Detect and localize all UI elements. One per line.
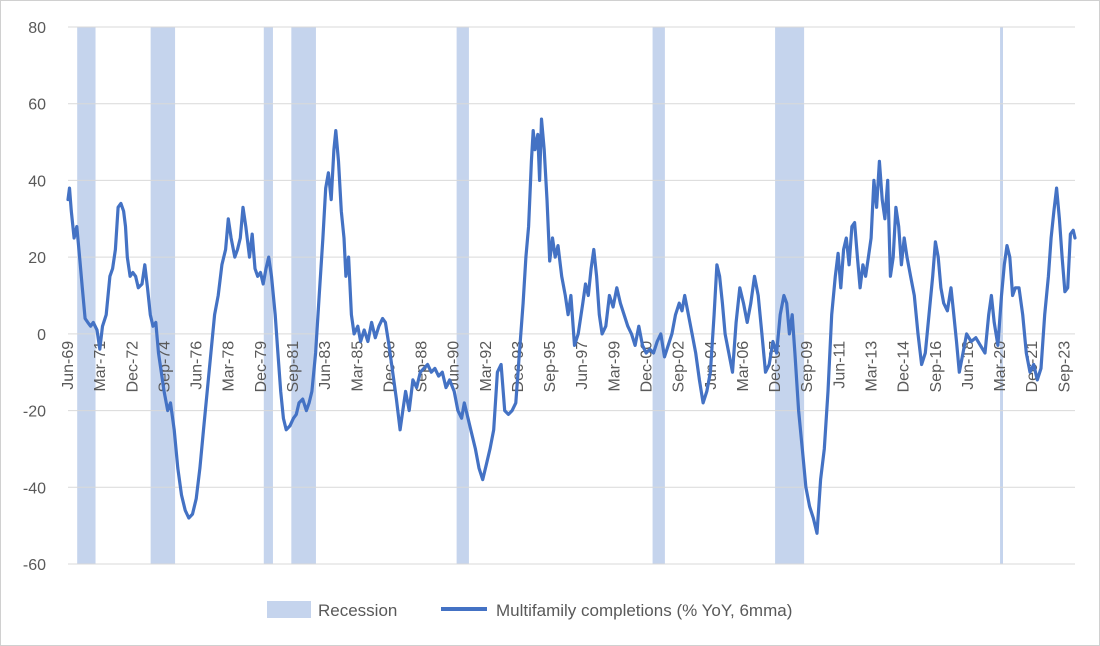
x-tick-label: Jun-69 <box>60 341 77 390</box>
recession-band-4 <box>456 27 469 564</box>
y-tick-label: 20 <box>28 250 46 267</box>
x-tick-label: Mar-71 <box>92 341 109 392</box>
legend-recession-swatch <box>267 601 311 618</box>
x-tick-label: Mar-99 <box>606 341 623 392</box>
x-tick-label: Dec-14 <box>896 341 913 393</box>
x-tick-label: Sep-02 <box>671 341 688 393</box>
x-tick-label: Jun-83 <box>317 341 334 390</box>
x-tick-label: Mar-20 <box>992 341 1009 392</box>
y-tick-label: 40 <box>28 173 46 190</box>
legend: Recession Multifamily completions (% YoY… <box>267 601 792 620</box>
x-tick-label: Jun-11 <box>831 341 848 389</box>
x-tick-label: Sep-09 <box>799 341 816 393</box>
recession-bands <box>77 27 1004 564</box>
x-tick-label: Mar-78 <box>221 341 238 392</box>
legend-recession-label: Recession <box>318 601 397 620</box>
y-tick-label: -60 <box>23 557 46 574</box>
y-tick-label: -20 <box>23 404 46 421</box>
recession-band-0 <box>77 27 96 564</box>
x-tick-label: Mar-92 <box>478 341 495 392</box>
x-tick-label: Sep-16 <box>928 341 945 393</box>
x-tick-label: Sep-81 <box>285 341 302 393</box>
x-tick-label: Mar-06 <box>735 341 752 392</box>
recession-band-6 <box>775 27 805 564</box>
series-line-multifamily-completions <box>66 117 1077 535</box>
x-tick-label: Sep-23 <box>1056 341 1073 393</box>
x-tick-label: Jun-97 <box>574 341 591 390</box>
x-tick-label: Jun-90 <box>446 341 463 390</box>
y-axis-ticks: 80 60 40 20 0 -20 -40 -60 <box>23 20 46 574</box>
legend-series-label: Multifamily completions (% YoY, 6mma) <box>496 601 792 620</box>
series-layer <box>66 117 1077 535</box>
y-tick-label: -40 <box>23 480 46 497</box>
x-tick-label: Dec-00 <box>639 341 656 393</box>
x-tick-label: Mar-85 <box>349 341 366 392</box>
x-tick-label: Dec-79 <box>253 341 270 393</box>
x-tick-label: Dec-72 <box>124 341 141 393</box>
y-tick-label: 60 <box>28 97 46 114</box>
y-tick-label: 0 <box>37 327 46 344</box>
x-tick-label: Mar-13 <box>864 341 881 392</box>
x-tick-label: Sep-74 <box>156 341 173 393</box>
recession-band-2 <box>263 27 273 564</box>
x-tick-label: Sep-95 <box>542 341 559 393</box>
recession-band-5 <box>652 27 665 564</box>
recession-band-3 <box>291 27 316 564</box>
recession-band-1 <box>150 27 176 564</box>
y-tick-label: 80 <box>28 20 46 37</box>
x-tick-label: Jun-76 <box>189 341 206 390</box>
